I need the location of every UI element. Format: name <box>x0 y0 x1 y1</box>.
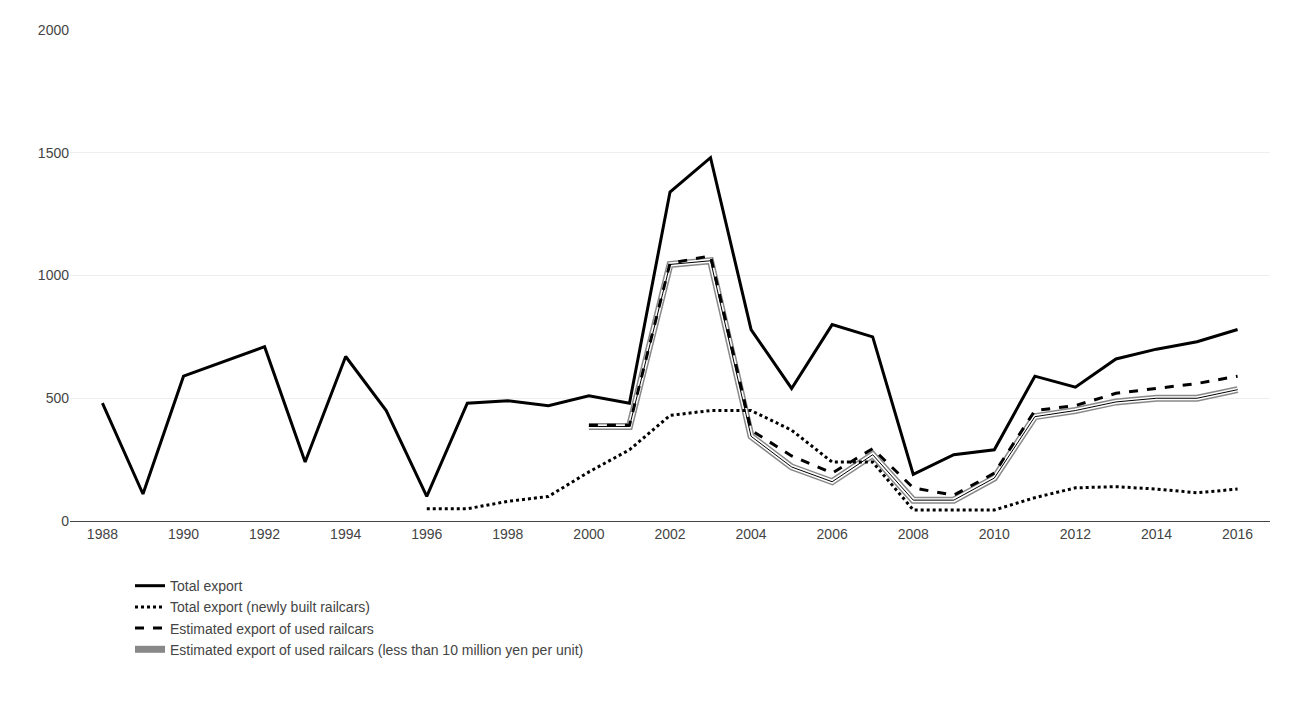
svg-text:1000: 1000 <box>38 267 69 283</box>
svg-text:2014: 2014 <box>1141 526 1172 542</box>
svg-text:1994: 1994 <box>330 526 361 542</box>
svg-text:Estimated export of used railc: Estimated export of used railcars <box>170 621 374 637</box>
svg-text:2008: 2008 <box>898 526 929 542</box>
svg-text:1998: 1998 <box>492 526 523 542</box>
svg-text:1990: 1990 <box>168 526 199 542</box>
svg-text:1988: 1988 <box>87 526 118 542</box>
svg-text:500: 500 <box>46 390 70 406</box>
svg-text:2006: 2006 <box>817 526 848 542</box>
svg-text:2000: 2000 <box>38 22 69 38</box>
svg-text:Total export (newly built rail: Total export (newly built railcars) <box>170 599 370 615</box>
svg-text:1996: 1996 <box>411 526 442 542</box>
svg-text:2004: 2004 <box>736 526 767 542</box>
svg-text:Total export: Total export <box>170 578 242 594</box>
svg-text:2010: 2010 <box>979 526 1010 542</box>
svg-text:2016: 2016 <box>1222 526 1253 542</box>
svg-text:0: 0 <box>61 513 69 529</box>
svg-text:2012: 2012 <box>1060 526 1091 542</box>
svg-text:1500: 1500 <box>38 145 69 161</box>
svg-text:1992: 1992 <box>249 526 280 542</box>
svg-text:Estimated export of used railc: Estimated export of used railcars (less … <box>170 642 583 658</box>
svg-text:2002: 2002 <box>654 526 685 542</box>
svg-text:2000: 2000 <box>573 526 604 542</box>
